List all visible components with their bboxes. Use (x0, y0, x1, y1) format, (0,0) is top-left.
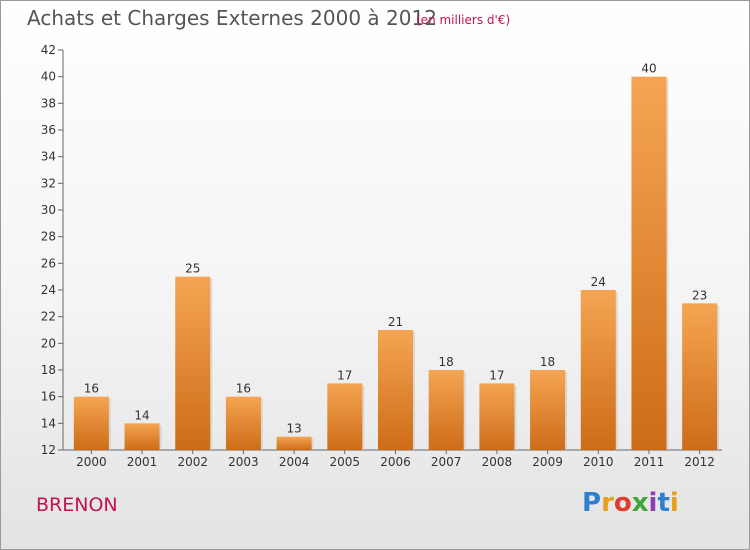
logo-letter: x (631, 488, 649, 518)
x-tick-label: 2001 (127, 455, 158, 469)
data-label: 16 (84, 382, 99, 396)
data-label: 17 (489, 368, 504, 382)
y-tick-label: 38 (41, 96, 56, 110)
y-tick-label: 30 (41, 203, 56, 217)
logo-letter: t (657, 488, 670, 518)
bar (580, 290, 616, 450)
y-tick-label: 18 (41, 363, 56, 377)
bar (479, 383, 515, 450)
y-tick-label: 34 (41, 150, 56, 164)
chart-subtitle: (en milliers d'€) (416, 13, 511, 27)
y-tick-label: 22 (41, 310, 56, 324)
x-tick-label: 2006 (380, 455, 411, 469)
data-label: 18 (439, 355, 454, 369)
data-label: 25 (185, 262, 200, 276)
y-tick-label: 42 (41, 43, 56, 57)
x-tick-label: 2007 (431, 455, 462, 469)
x-tick-label: 2008 (482, 455, 513, 469)
bar (73, 396, 109, 450)
x-tick-label: 2003 (228, 455, 259, 469)
data-label: 40 (641, 62, 656, 76)
logo-letter: r (601, 488, 614, 518)
y-tick-label: 20 (41, 336, 56, 350)
bar (378, 330, 413, 450)
y-tick-label: 16 (41, 390, 56, 404)
bar (225, 396, 261, 450)
x-tick-label: 2002 (177, 455, 208, 469)
bar (327, 383, 363, 450)
y-tick-label: 40 (41, 70, 56, 84)
logo-letter: i (669, 488, 679, 518)
data-label: 14 (134, 408, 149, 422)
location-name: BRENON (36, 494, 118, 516)
x-tick-label: 2005 (330, 455, 361, 469)
y-tick-label: 26 (41, 256, 56, 270)
bar (175, 276, 211, 450)
x-tick-label: 2000 (76, 455, 107, 469)
y-tick-label: 12 (41, 443, 56, 457)
data-label: 18 (540, 355, 555, 369)
y-tick-label: 24 (41, 283, 56, 297)
data-label: 24 (591, 275, 606, 289)
data-label: 13 (286, 422, 301, 436)
x-tick-label: 2010 (583, 455, 614, 469)
logo-letter: P (582, 488, 602, 518)
data-label: 21 (388, 315, 403, 329)
x-tick-label: 2012 (684, 455, 715, 469)
bar (530, 370, 566, 450)
proxiti-logo[interactable]: Proxiti (582, 488, 679, 518)
y-tick-label: 14 (41, 416, 56, 430)
y-tick-label: 32 (41, 176, 56, 190)
bar (276, 436, 312, 450)
bar (682, 303, 718, 450)
y-tick-label: 36 (41, 123, 56, 137)
x-tick-label: 2004 (279, 455, 310, 469)
data-label: 23 (692, 288, 707, 302)
x-tick-label: 2011 (634, 455, 665, 469)
bar (631, 76, 667, 451)
x-tick-label: 2009 (532, 455, 563, 469)
logo-letter: i (648, 488, 658, 518)
y-tick-label: 28 (41, 230, 56, 244)
data-label: 17 (337, 368, 352, 382)
chart-title: Achats et Charges Externes 2000 à 2012 (27, 6, 437, 30)
data-label: 16 (236, 382, 251, 396)
bar (428, 370, 464, 450)
bar (124, 423, 160, 450)
logo-letter: o (613, 488, 632, 518)
